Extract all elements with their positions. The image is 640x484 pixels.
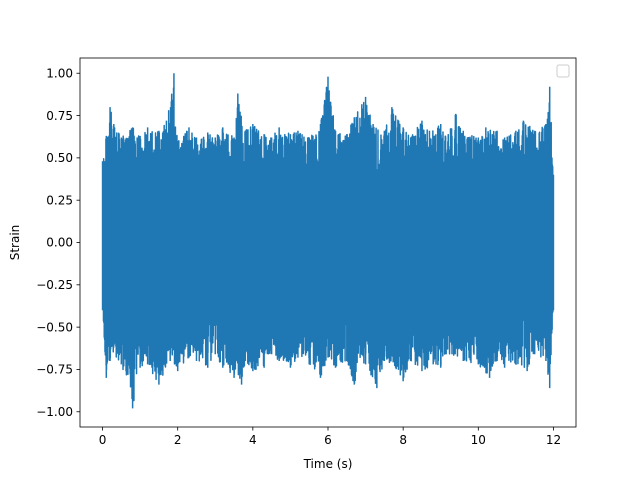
x-tick-label: 10: [471, 433, 486, 447]
y-tick-label: 0.00: [46, 236, 73, 250]
y-tick-label: −1.00: [36, 405, 73, 419]
y-tick-label: 1.00: [46, 66, 73, 80]
y-axis-ticks: −1.00 −0.75 −0.50 −0.25 0.00 0.25 0.50 0.75 1.00: [36, 66, 80, 419]
x-axis-ticks: 0 2 4 6 8 10 12: [99, 427, 561, 447]
legend-box: [556, 64, 570, 78]
x-tick-label: 8: [399, 433, 407, 447]
y-tick-label: 0.75: [46, 109, 73, 123]
x-tick-label: 2: [174, 433, 182, 447]
y-tick-label: 0.25: [46, 193, 73, 207]
y-tick-label: −0.25: [36, 278, 73, 292]
y-tick-label: 0.50: [46, 151, 73, 165]
strain-series-line: [101, 73, 555, 409]
y-tick-label: −0.75: [36, 363, 73, 377]
series-group: [101, 73, 555, 409]
y-axis-label: Strain: [8, 225, 22, 261]
x-tick-label: 0: [99, 433, 107, 447]
x-tick-label: 12: [546, 433, 561, 447]
x-axis-label: Time (s): [303, 457, 353, 471]
y-tick-label: −0.50: [36, 320, 73, 334]
x-tick-label: 4: [249, 433, 257, 447]
x-tick-label: 6: [324, 433, 332, 447]
